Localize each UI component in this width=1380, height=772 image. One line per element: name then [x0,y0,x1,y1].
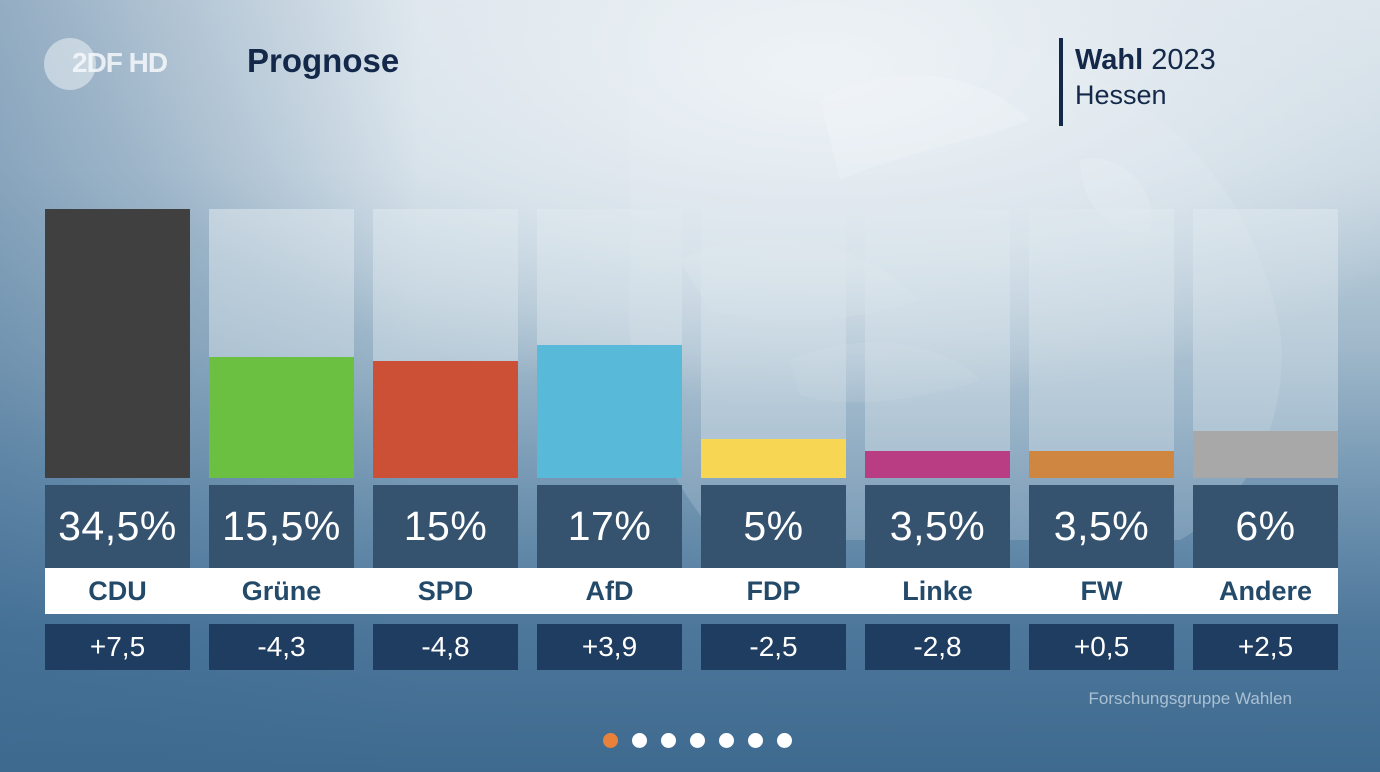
party-label-gruene: Grüne [241,575,322,606]
slide-pager [603,733,792,749]
bar-fw [1029,451,1174,478]
party-label-afd: AfD [585,575,634,606]
logo-disc [44,38,96,90]
change-label-cdu: +7,5 [45,624,190,670]
value-label-spd: 15% [373,485,518,568]
party-label-andere: Andere [1218,575,1313,606]
change-label-linke: -2,8 [865,624,1010,670]
change-label-andere: +2,5 [1193,624,1338,670]
pager-dot-6[interactable] [748,733,763,748]
change-label-fdp: -2,5 [701,624,846,670]
logo-text: 2DF HD [72,47,168,78]
bar-spd [373,361,518,478]
party-label-spd: SPD [417,575,474,606]
pager-dot-1[interactable] [603,733,618,748]
party-label-linke: Linke [902,575,973,606]
value-label-linke: 3,5% [865,485,1010,568]
change-label-afd: +3,9 [537,624,682,670]
bar-linke [865,451,1010,478]
change-label-spd: -4,8 [373,624,518,670]
bar-andere [1193,431,1338,478]
party-label-fw: FW [1080,575,1123,606]
election-region: Hessen [1075,80,1167,110]
value-label-afd: 17% [537,485,682,568]
election-info: Wahl 2023 Hessen [1059,38,1216,126]
data-source: Forschungsgruppe Wahlen [1088,689,1293,708]
pager-dot-5[interactable] [719,733,734,748]
value-label-andere: 6% [1193,485,1338,568]
page-title: Prognose [247,42,400,79]
value-label-gruene: 15,5% [209,485,354,568]
bar-track-linke [865,209,1010,478]
party-label-cdu: CDU [88,575,147,606]
bar-track-fw [1029,209,1174,478]
party-label-fdp: FDP [746,575,801,606]
party-name-band [45,568,1338,614]
value-label-fdp: 5% [701,485,846,568]
election-label: Wahl [1075,44,1144,76]
pager-dot-3[interactable] [661,733,676,748]
bar-cdu [45,209,190,478]
change-label-gruene: -4,3 [209,624,354,670]
pager-dot-4[interactable] [690,733,705,748]
bar-track-fdp [701,209,846,478]
election-year: 2023 [1151,44,1216,76]
bar-gruene [209,357,354,478]
bar-fdp [701,439,846,478]
change-label-fw: +0,5 [1029,624,1174,670]
pager-dot-2[interactable] [632,733,647,748]
value-label-cdu: 34,5% [45,485,190,568]
bar-afd [537,345,682,478]
value-label-fw: 3,5% [1029,485,1174,568]
election-title: Wahl 2023 [1075,43,1216,77]
pager-dot-7[interactable] [777,733,792,748]
zdf-hd-logo: 2DF HD [44,38,194,90]
